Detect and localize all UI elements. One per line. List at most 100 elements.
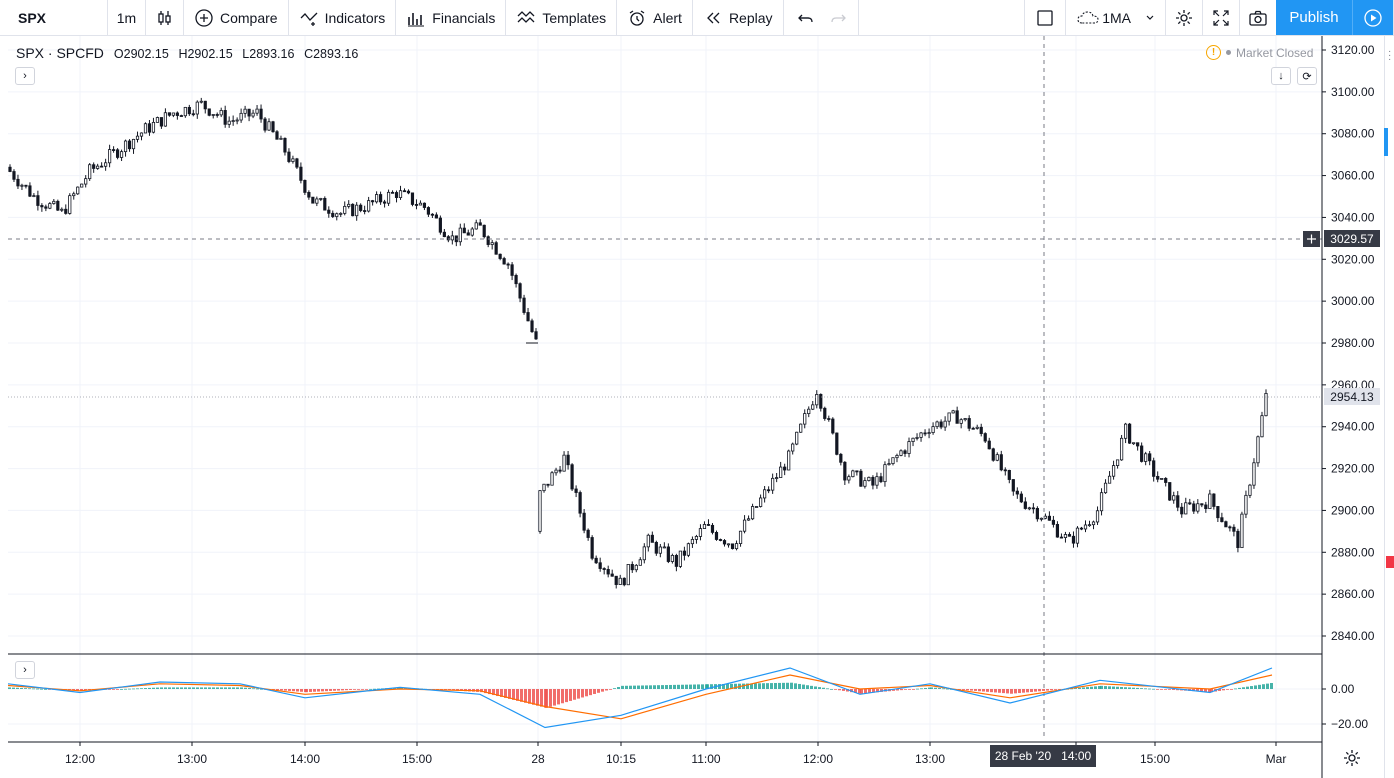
interval-button[interactable]: 1m: [108, 0, 146, 35]
macd-histogram-bar: [880, 689, 883, 692]
legend-symbol[interactable]: SPX · SPCFD: [16, 45, 104, 61]
candle-body: [991, 448, 995, 461]
candle-body: [650, 534, 654, 543]
candle-body: [255, 108, 259, 114]
candle-body: [1107, 475, 1112, 484]
candle-body: [911, 437, 915, 442]
macd-histogram-bar: [1156, 689, 1159, 690]
candle-body: [1212, 493, 1216, 507]
macd-histogram-bar: [1120, 686, 1123, 689]
macd-histogram-bar: [353, 689, 356, 690]
candle-body: [1079, 527, 1084, 530]
chart-type-button[interactable]: [146, 0, 184, 35]
fullscreen-icon: [1211, 8, 1231, 28]
candle-body: [771, 477, 775, 491]
candle-body: [1264, 393, 1268, 417]
candle-body: [239, 112, 243, 121]
candle-body: [670, 555, 674, 562]
macd-histogram-bar: [1124, 687, 1127, 689]
macd-histogram-bar: [1208, 689, 1211, 693]
symbol-search-button[interactable]: SPX: [0, 0, 108, 35]
candle-body: [151, 121, 156, 133]
macd-histogram-bar: [1270, 683, 1273, 689]
candle-body: [482, 224, 486, 238]
candle-body: [506, 263, 510, 266]
candle-body: [406, 190, 411, 194]
macd-histogram-bar: [565, 689, 568, 703]
candle-body: [995, 454, 999, 461]
candle-body: [823, 407, 827, 419]
candle-body: [959, 419, 963, 424]
macd-histogram-bar: [116, 689, 119, 690]
macd-histogram-bar: [860, 689, 863, 694]
expand-macd-legend-button[interactable]: ›: [15, 661, 35, 679]
candle-body: [203, 100, 207, 110]
undo-button[interactable]: [784, 0, 822, 35]
macd-histogram-bar: [1014, 689, 1017, 694]
macd-line: [7, 667, 1273, 729]
candle-body: [76, 186, 80, 195]
expand-legend-button[interactable]: ›: [15, 67, 35, 85]
candle-body: [28, 185, 32, 197]
macd-histogram-bar: [504, 689, 507, 698]
alert-button[interactable]: Alert: [617, 0, 693, 35]
symbol-label: SPX: [18, 9, 47, 26]
candle-body: [843, 461, 847, 481]
alarm-clock-icon: [627, 8, 647, 28]
candle-body: [1176, 495, 1180, 508]
candle-body: [382, 201, 387, 204]
select-layout-button[interactable]: [1024, 0, 1067, 35]
replay-button[interactable]: Replay: [693, 0, 784, 35]
live-stream-button[interactable]: [1352, 0, 1394, 35]
layout-save-button[interactable]: 1MA: [1066, 0, 1166, 35]
macd-histogram-bar: [284, 689, 287, 691]
more-options-icon[interactable]: · · ·: [1388, 46, 1392, 65]
candle-body: [235, 119, 239, 122]
candle-body: [1164, 477, 1168, 483]
templates-button[interactable]: Templates: [506, 0, 618, 35]
time-axis[interactable]: 12:00 13:00 14:00 15:00 28 10:15 11:00 12:00 13:…: [65, 742, 1286, 766]
macd-histogram-bar: [685, 684, 688, 689]
macd-histogram-bar: [1230, 689, 1233, 690]
macd-histogram-bar: [108, 689, 111, 690]
compare-button[interactable]: Compare: [184, 0, 289, 35]
scroll-to-bottom-button[interactable]: ↓: [1271, 67, 1291, 85]
macd-histogram-bar: [140, 688, 143, 690]
macd-histogram-bar: [1116, 686, 1119, 689]
macd-histogram-bar: [896, 689, 899, 691]
chart-canvas[interactable]: 3120.00 3100.00 3080.00 3060.00 3040.00 3020.…: [0, 36, 1394, 778]
chart-settings-button[interactable]: [1166, 0, 1203, 35]
price-axis[interactable]: 3120.00 3100.00 3080.00 3060.00 3040.00 3020.…: [1322, 43, 1375, 643]
snapshot-button[interactable]: [1240, 0, 1276, 35]
candle-body: [187, 106, 191, 115]
macd-signal-line: [7, 674, 1273, 720]
series-legend: SPX · SPCFD O2902.15 H2902.15 L2893.16 C…: [16, 45, 364, 61]
candle-body: [1216, 506, 1220, 519]
financials-button[interactable]: Financials: [396, 0, 507, 35]
macd-histogram-bar: [484, 689, 487, 694]
candle-body: [734, 543, 739, 550]
candle-body: [855, 470, 859, 473]
macd-histogram-bar: [625, 685, 628, 689]
macd-histogram-bar: [938, 688, 941, 689]
reset-chart-button[interactable]: ⟳: [1297, 67, 1317, 85]
price-tick-label: 2920.00: [1331, 462, 1375, 476]
candle-body: [1091, 521, 1096, 526]
macd-histogram-bar: [1100, 685, 1103, 689]
fullscreen-button[interactable]: [1203, 0, 1240, 35]
redo-button[interactable]: [822, 0, 859, 35]
macd-axis[interactable]: 0.00 −20.00: [1322, 682, 1368, 731]
indicators-button[interactable]: Indicators: [289, 0, 397, 35]
market-status[interactable]: ! Market Closed: [1206, 45, 1313, 60]
axis-settings-button[interactable]: [1342, 748, 1362, 768]
candle-body: [283, 137, 287, 153]
macd-histogram-bar: [136, 688, 139, 690]
macd-histogram-bar: [790, 682, 793, 689]
candle-body: [1007, 469, 1011, 480]
candle-body: [20, 184, 24, 187]
macd-histogram-bar: [1042, 689, 1045, 691]
candle-body: [1087, 524, 1092, 527]
publish-button[interactable]: Publish: [1276, 0, 1352, 35]
play-circle-icon: [1363, 8, 1383, 28]
macd-histogram-bar: [528, 689, 531, 704]
